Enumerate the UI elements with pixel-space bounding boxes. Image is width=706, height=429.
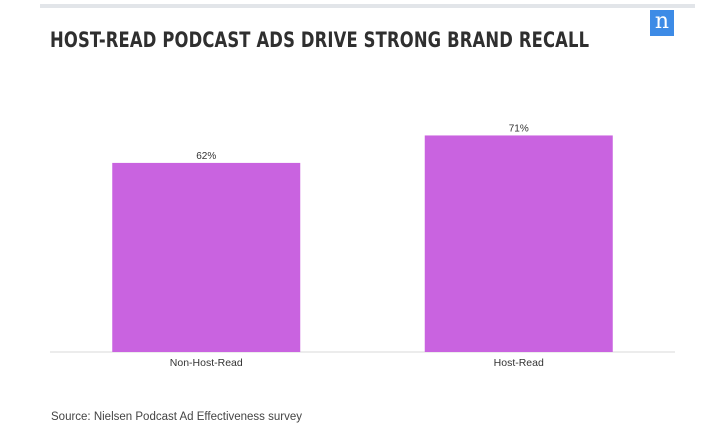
top-divider	[40, 4, 695, 8]
bar-host-read	[424, 135, 613, 352]
data-label-non-host-read: 62%	[196, 151, 216, 162]
source-note: Source: Nielsen Podcast Ad Effectiveness…	[51, 411, 303, 423]
chart-title: HOST-READ PODCAST ADS DRIVE STRONG BRAND…	[50, 28, 590, 52]
data-label-host-read: 71%	[509, 123, 529, 134]
nielsen-logo-icon: n	[650, 10, 674, 36]
bar-non-host-read	[112, 162, 301, 352]
x-tick-label-non-host-read: Non-Host-Read	[170, 357, 243, 369]
x-tick-label-host-read: Host-Read	[494, 357, 544, 369]
